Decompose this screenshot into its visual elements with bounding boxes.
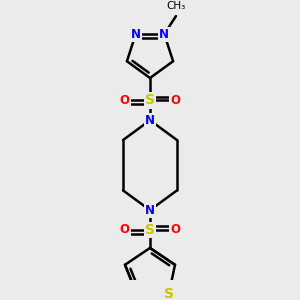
Text: S: S <box>145 94 155 107</box>
Text: CH₃: CH₃ <box>166 1 186 11</box>
Text: S: S <box>145 223 155 237</box>
Text: N: N <box>145 114 155 127</box>
Text: O: O <box>170 224 180 236</box>
Text: N: N <box>131 28 141 40</box>
Text: N: N <box>159 28 169 40</box>
Text: O: O <box>170 94 180 107</box>
Text: O: O <box>120 224 130 236</box>
Text: S: S <box>164 287 174 300</box>
Text: N: N <box>145 204 155 217</box>
Text: O: O <box>120 94 130 107</box>
